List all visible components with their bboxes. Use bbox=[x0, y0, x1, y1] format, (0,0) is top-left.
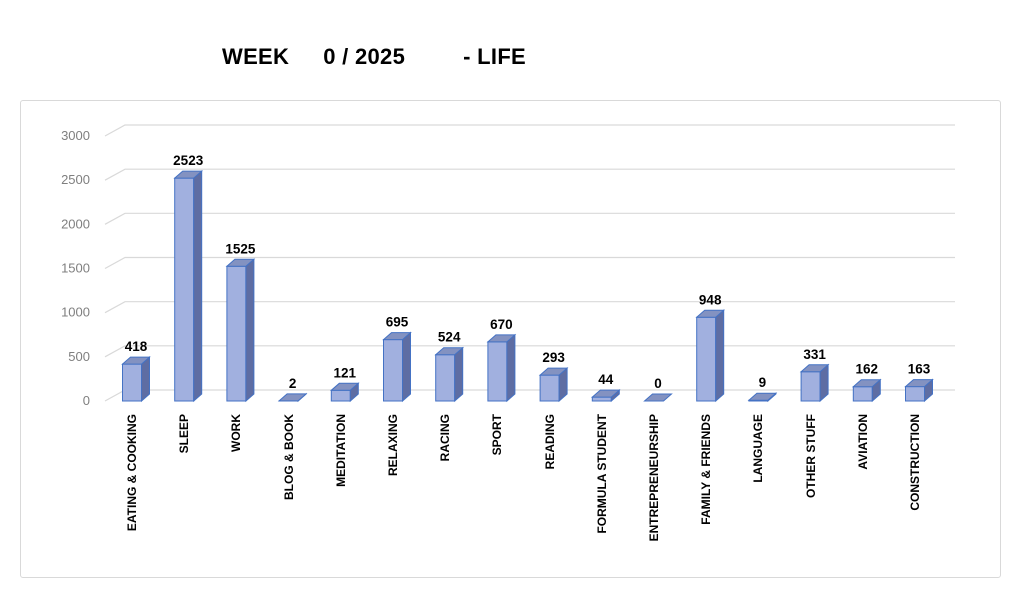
data-label: 162 bbox=[856, 362, 879, 377]
bar-top-face bbox=[173, 170, 204, 179]
x-axis-label-formula-student: FORMULA STUDENT bbox=[594, 414, 609, 534]
data-label: 2523 bbox=[173, 153, 204, 168]
x-axis-label-eating-cooking: EATING & COOKING bbox=[125, 414, 139, 532]
data-label: 418 bbox=[125, 339, 148, 354]
data-label: 9 bbox=[759, 375, 767, 390]
gridline bbox=[104, 301, 955, 314]
y-tick-label: 1500 bbox=[61, 261, 90, 276]
x-axis-label-other-stuff: OTHER STUFF bbox=[803, 414, 818, 498]
bar-construction[interactable]: 163 bbox=[904, 362, 934, 403]
data-label: 0 bbox=[654, 376, 662, 391]
y-tick-label: 2000 bbox=[61, 216, 90, 231]
data-label: 163 bbox=[908, 362, 931, 377]
bar-top-face bbox=[486, 334, 517, 343]
bar-top-face bbox=[121, 356, 151, 365]
gridline bbox=[104, 345, 955, 358]
bar-blog-book[interactable]: 2 bbox=[277, 376, 308, 403]
bar-eating-cooking[interactable]: 418 bbox=[121, 339, 151, 403]
bar-language[interactable]: 9 bbox=[747, 375, 778, 403]
bar-meditation[interactable]: 121 bbox=[329, 365, 360, 403]
data-label: 2 bbox=[289, 376, 297, 391]
bar-top-face bbox=[799, 364, 830, 373]
x-axis-label-relaxing: RELAXING bbox=[386, 414, 400, 477]
title-suffix: - LIFE bbox=[463, 44, 527, 69]
data-label: 695 bbox=[386, 315, 409, 330]
title-week-value: 0 / 2025 bbox=[323, 44, 406, 69]
y-tick-label: 2500 bbox=[61, 172, 90, 187]
bar-top-face bbox=[643, 393, 673, 402]
bar-sport[interactable]: 670 bbox=[486, 317, 517, 403]
bar-formula-student[interactable]: 44 bbox=[590, 372, 621, 403]
x-axis-label-sport: SPORT bbox=[490, 414, 505, 456]
bar-top-face bbox=[434, 347, 465, 356]
data-label: 331 bbox=[803, 347, 826, 362]
gridline bbox=[104, 124, 955, 137]
x-axis-label-work: WORK bbox=[229, 414, 244, 452]
y-tick-label: 1000 bbox=[61, 305, 90, 320]
x-axis-label-family-friends: FAMILY & FRIENDS bbox=[699, 414, 714, 525]
category-axis-labels: EATING & COOKING SLEEP WORK BLOG & BOOK MEDI… bbox=[21, 101, 1000, 577]
bar-racing[interactable]: 524 bbox=[434, 330, 465, 403]
chart-frame[interactable]: 0 500 1000 1500 2000 2500 3000 418 2523 1525 2 121 6… bbox=[20, 100, 1001, 578]
gridline bbox=[104, 168, 955, 181]
data-label: 948 bbox=[699, 292, 722, 307]
x-axis-label-meditation: MEDITATION bbox=[333, 414, 348, 487]
bar-entrepreneurship[interactable]: 0 bbox=[643, 376, 673, 402]
bar-aviation[interactable]: 162 bbox=[851, 362, 882, 403]
bar-top-face bbox=[590, 389, 621, 398]
bar-top-face bbox=[538, 367, 569, 376]
bar-top-face bbox=[747, 392, 778, 401]
data-label: 44 bbox=[598, 372, 614, 387]
bar-top-face bbox=[382, 332, 412, 341]
bar-top-face bbox=[695, 309, 726, 318]
bar-other-stuff[interactable]: 331 bbox=[799, 347, 830, 403]
x-axis-label-construction: CONSTRUCTION bbox=[908, 414, 922, 511]
bar-top-face bbox=[277, 393, 308, 402]
data-label: 524 bbox=[438, 330, 461, 345]
data-label: 121 bbox=[334, 365, 357, 380]
data-label: 1525 bbox=[225, 241, 256, 256]
bar-family-friends[interactable]: 948 bbox=[695, 292, 726, 403]
bar-top-face bbox=[225, 258, 256, 267]
bar-reading[interactable]: 293 bbox=[538, 350, 569, 403]
bar-work[interactable]: 1525 bbox=[225, 241, 256, 403]
x-axis-label-reading: READING bbox=[542, 414, 557, 470]
bar-top-face bbox=[851, 379, 882, 388]
title-week-label: WEEK bbox=[222, 44, 290, 69]
data-label: 293 bbox=[542, 350, 565, 365]
plot-area: 0 500 1000 1500 2000 2500 3000 418 2523 1525 2 121 6… bbox=[61, 124, 955, 408]
bar-top-face bbox=[329, 382, 360, 391]
x-axis-label-racing: RACING bbox=[438, 414, 453, 462]
bar-sleep[interactable]: 2523 bbox=[173, 153, 204, 403]
bar-relaxing[interactable]: 695 bbox=[382, 315, 412, 403]
y-tick-label: 0 bbox=[83, 393, 90, 408]
gridline bbox=[104, 212, 955, 225]
x-axis-label-sleep: SLEEP bbox=[177, 414, 192, 454]
x-axis-label-language: LANGUAGE bbox=[751, 414, 766, 483]
bar-top-face bbox=[904, 379, 934, 388]
y-tick-label: 500 bbox=[68, 349, 90, 364]
gridline bbox=[104, 256, 955, 270]
data-label: 670 bbox=[490, 317, 513, 332]
x-axis-label-aviation: AVIATION bbox=[855, 414, 870, 470]
x-axis-label-blog-book: BLOG & BOOK bbox=[281, 414, 296, 500]
x-axis-label-entrepreneurship: ENTREPRENEURSHIP bbox=[647, 414, 661, 542]
chart-title: WEEK 0 / 2025 - LIFE bbox=[222, 44, 526, 70]
y-tick-label: 3000 bbox=[61, 128, 90, 143]
